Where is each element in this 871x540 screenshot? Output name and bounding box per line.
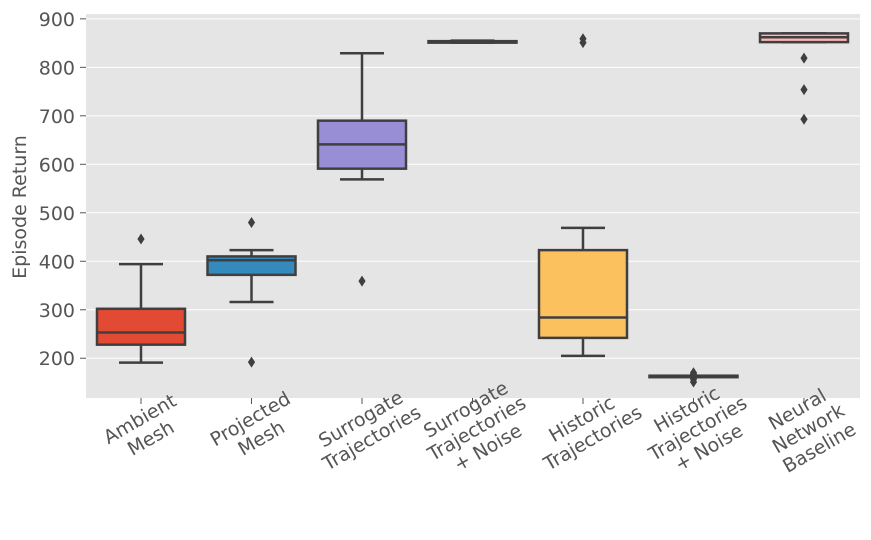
y-tick-label: 900 [39,9,75,31]
box [537,248,629,340]
y-tick-label: 700 [39,106,75,128]
plot-background [86,14,860,398]
y-tick-label: 200 [39,348,75,370]
y-axis-title: Episode Return [9,135,31,279]
y-tick-label: 800 [39,57,75,79]
outlier-point [358,275,366,287]
boxes [95,32,850,388]
x-category-label: AmbientMesh [100,390,191,468]
outlier-point [247,216,256,228]
x-category-label: ProjectedMesh [207,388,306,470]
box-group [648,367,739,388]
y-tick-label: 300 [39,300,75,322]
box [95,307,187,346]
box-group [95,233,187,364]
box-group [758,32,850,125]
box-group [537,33,629,358]
y-tick-label: 500 [39,203,75,225]
y-axis: 200 300 400 500 600 700 800 900 [39,9,86,370]
box-group [427,39,518,44]
outlier-point [689,367,698,379]
box-group [316,52,408,287]
y-tick-label: 600 [39,154,75,176]
y-tick-label: 400 [39,251,75,273]
outlier-point [137,233,145,245]
outlier-point [800,52,808,64]
outlier-point [579,33,587,45]
box-group [206,216,297,368]
outlier-point [247,356,256,368]
outlier-point [800,113,808,125]
outlier-point [800,84,808,96]
